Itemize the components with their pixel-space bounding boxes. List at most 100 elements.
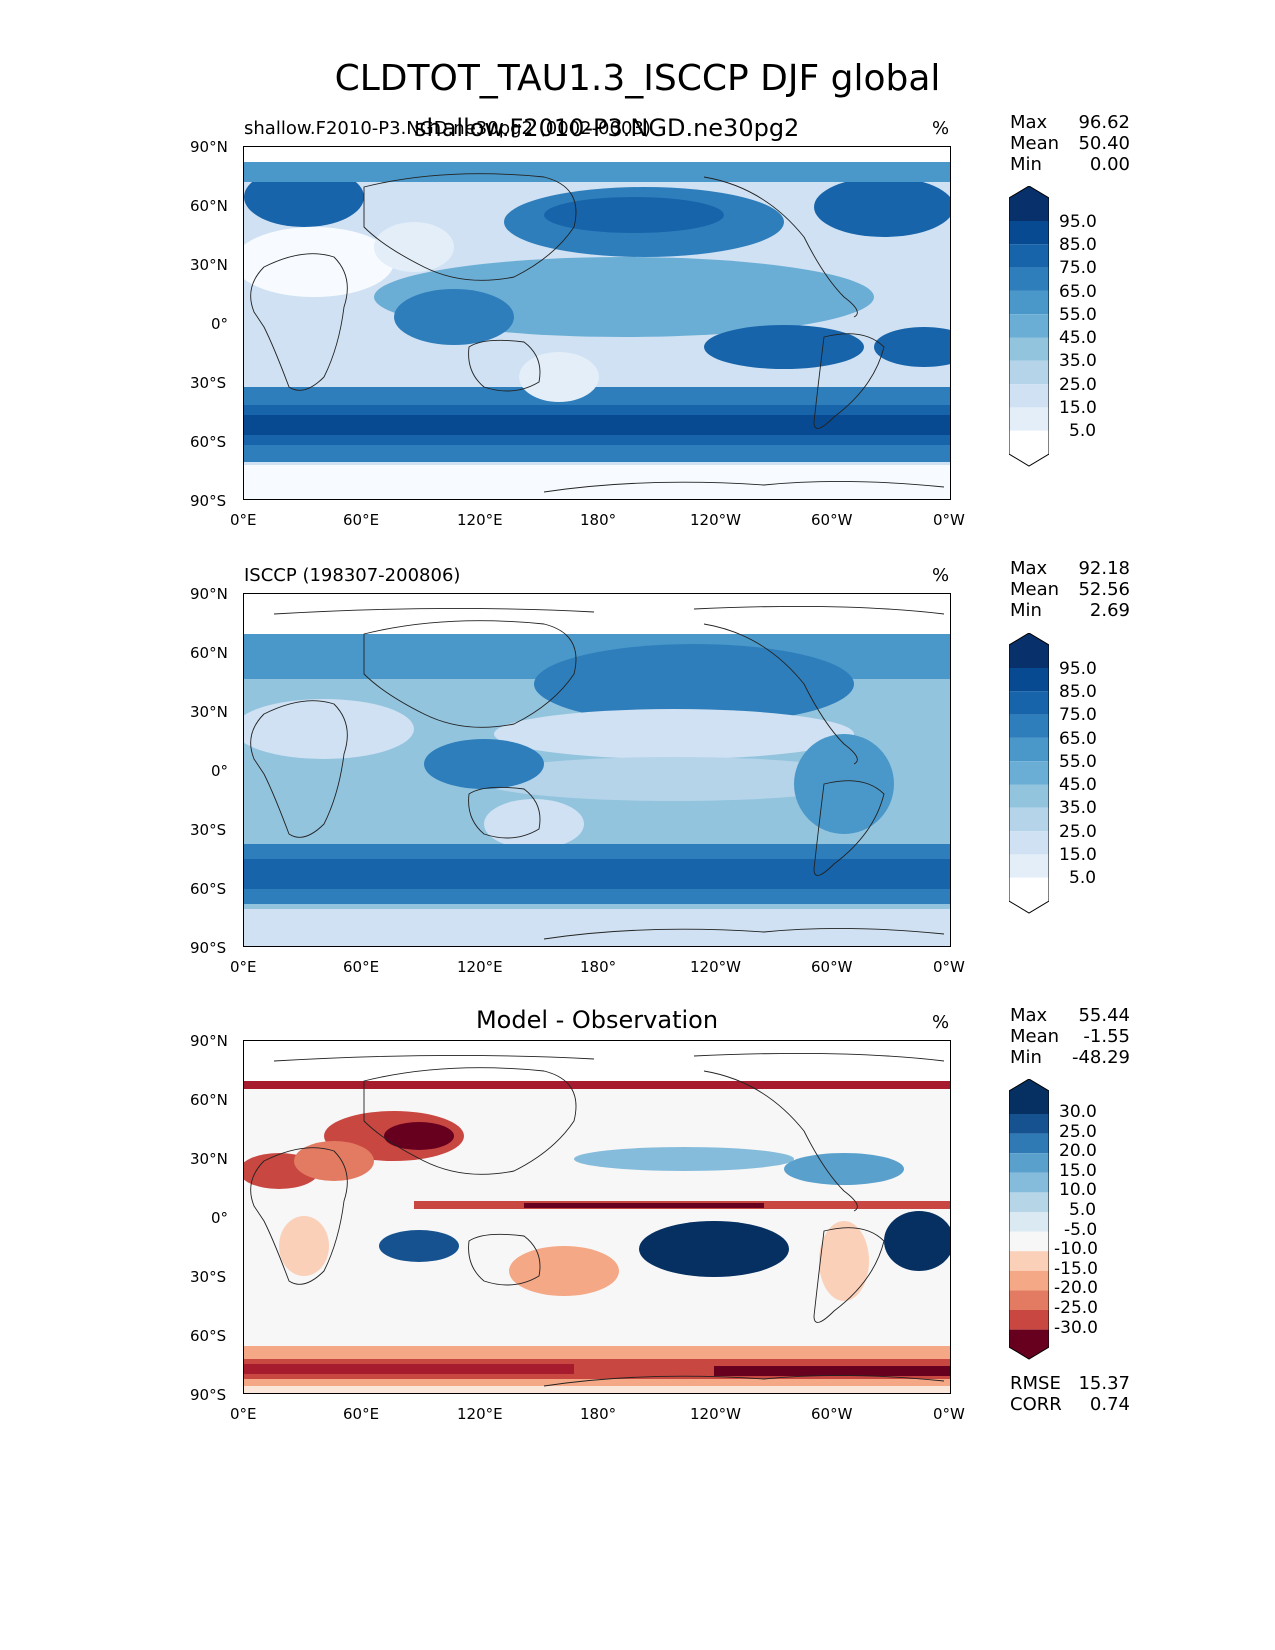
xtick: 0°W bbox=[933, 511, 965, 529]
ytick: 90°N bbox=[190, 1032, 228, 1050]
ytick: 90°N bbox=[190, 138, 228, 156]
colorbar-tick: -15.0 bbox=[1054, 1259, 1098, 1279]
panel-left-title: ISCCP (198307-200806) bbox=[244, 565, 461, 586]
xtick: 120°W bbox=[690, 1405, 741, 1423]
contour-field-difference bbox=[244, 1041, 950, 1393]
colorbar-tick: 65.0 bbox=[1059, 282, 1097, 302]
stat-mean-label: Mean bbox=[1010, 1026, 1060, 1047]
stat-min-label: Min bbox=[1010, 600, 1042, 621]
contour-field-model bbox=[244, 147, 950, 499]
colorbar-tick: 25.0 bbox=[1059, 375, 1097, 395]
corr-value: 0.74 bbox=[1089, 1394, 1130, 1415]
colorbar-tick: 35.0 bbox=[1059, 351, 1097, 371]
colorbar-tick: 10.0 bbox=[1059, 1180, 1097, 1200]
ytick: 0° bbox=[211, 315, 229, 333]
panel-center-title: shallow.F2010-P3.NGD.ne30pg2 bbox=[414, 114, 800, 142]
stat-max-value: 92.18 bbox=[1078, 558, 1130, 579]
stat-max-label: Max bbox=[1010, 1005, 1048, 1026]
ytick: 90°S bbox=[190, 1386, 227, 1404]
stat-mean-value: -1.55 bbox=[1083, 1026, 1130, 1047]
colorbar-tick: 15.0 bbox=[1059, 1161, 1097, 1181]
colorbar-tick: 95.0 bbox=[1059, 659, 1097, 679]
stat-min-value: 2.69 bbox=[1089, 600, 1130, 621]
ytick: 60°S bbox=[190, 1327, 227, 1345]
contour-field-observation bbox=[244, 594, 950, 946]
xtick: 120°E bbox=[457, 511, 503, 529]
colorbar-tick: -25.0 bbox=[1054, 1298, 1098, 1318]
stat-mean-label: Mean bbox=[1010, 579, 1060, 600]
figure-title: CLDTOT_TAU1.3_ISCCP DJF global bbox=[334, 58, 941, 99]
xtick: 60°W bbox=[811, 958, 853, 976]
colorbar-tick: 65.0 bbox=[1059, 729, 1097, 749]
stat-mean-label: Mean bbox=[1010, 133, 1060, 154]
xtick: 120°W bbox=[690, 511, 741, 529]
ytick: 30°N bbox=[190, 256, 228, 274]
xtick: 0°W bbox=[933, 1405, 965, 1423]
xtick: 60°E bbox=[343, 958, 380, 976]
corr-label: CORR bbox=[1010, 1394, 1062, 1415]
rmse-label: RMSE bbox=[1010, 1373, 1061, 1394]
ytick: 60°S bbox=[190, 880, 227, 898]
stat-max-value: 96.62 bbox=[1078, 112, 1130, 133]
ytick: 60°S bbox=[190, 433, 227, 451]
xtick: 60°E bbox=[343, 1405, 380, 1423]
xtick: 180° bbox=[580, 958, 617, 976]
stat-min-label: Min bbox=[1010, 154, 1042, 175]
colorbar-tick: 35.0 bbox=[1059, 798, 1097, 818]
stat-max-value: 55.44 bbox=[1078, 1005, 1130, 1026]
ytick: 30°N bbox=[190, 703, 228, 721]
colorbar-observation bbox=[1009, 633, 1049, 915]
xtick: 120°E bbox=[457, 958, 503, 976]
colorbar-tick: 95.0 bbox=[1059, 212, 1097, 232]
xtick: 120°W bbox=[690, 958, 741, 976]
xtick: 60°E bbox=[343, 511, 380, 529]
colorbar-difference bbox=[1009, 1079, 1049, 1361]
xtick: 180° bbox=[580, 1405, 617, 1423]
rmse-value: 15.37 bbox=[1078, 1373, 1130, 1394]
xtick: 120°E bbox=[457, 1405, 503, 1423]
panel-left-title: shallow.F2010-P3.NGD.ne30pg2 (0002-0003) bbox=[244, 118, 651, 139]
ytick: 0° bbox=[211, 762, 229, 780]
stat-mean-value: 50.40 bbox=[1078, 133, 1130, 154]
map-plot-model bbox=[243, 146, 951, 500]
colorbar-model bbox=[1009, 186, 1049, 468]
colorbar-tick: 5.0 bbox=[1069, 421, 1097, 441]
ytick: 30°S bbox=[190, 374, 227, 392]
colorbar-tick: 75.0 bbox=[1059, 705, 1097, 725]
colorbar-tick: 5.0 bbox=[1069, 1200, 1097, 1220]
map-plot-difference bbox=[243, 1040, 951, 1394]
ytick: 60°N bbox=[190, 644, 228, 662]
xtick: 0°E bbox=[230, 958, 257, 976]
colorbar-tick: 45.0 bbox=[1059, 328, 1097, 348]
ytick: 90°N bbox=[190, 585, 228, 603]
colorbar-tick: 55.0 bbox=[1059, 305, 1097, 325]
xtick: 0°E bbox=[230, 511, 257, 529]
colorbar-tick: 45.0 bbox=[1059, 775, 1097, 795]
colorbar-tick: 30.0 bbox=[1059, 1102, 1097, 1122]
ytick: 0° bbox=[211, 1209, 229, 1227]
colorbar-tick: 75.0 bbox=[1059, 258, 1097, 278]
colorbar-tick: 15.0 bbox=[1059, 845, 1097, 865]
ytick: 60°N bbox=[190, 1091, 228, 1109]
xtick: 0°E bbox=[230, 1405, 257, 1423]
colorbar-tick: 55.0 bbox=[1059, 752, 1097, 772]
stat-min-label: Min bbox=[1010, 1047, 1042, 1068]
ytick: 90°S bbox=[190, 939, 227, 957]
stat-max-label: Max bbox=[1010, 558, 1048, 579]
colorbar-tick: 85.0 bbox=[1059, 682, 1097, 702]
units-label: % bbox=[932, 1012, 950, 1033]
xtick: 0°W bbox=[933, 958, 965, 976]
colorbar-tick: 5.0 bbox=[1069, 868, 1097, 888]
ytick: 30°N bbox=[190, 1150, 228, 1168]
colorbar-tick: -5.0 bbox=[1064, 1220, 1098, 1240]
panel-center-title: Model - Observation bbox=[475, 1006, 719, 1034]
colorbar-tick: -10.0 bbox=[1054, 1239, 1098, 1259]
ytick: 60°N bbox=[190, 197, 228, 215]
stat-min-value: -48.29 bbox=[1071, 1047, 1130, 1068]
colorbar-tick: 25.0 bbox=[1059, 822, 1097, 842]
colorbar-tick: 85.0 bbox=[1059, 235, 1097, 255]
colorbar-tick: 15.0 bbox=[1059, 398, 1097, 418]
units-label: % bbox=[932, 565, 950, 586]
xtick: 60°W bbox=[811, 1405, 853, 1423]
colorbar-tick: -30.0 bbox=[1054, 1318, 1098, 1338]
